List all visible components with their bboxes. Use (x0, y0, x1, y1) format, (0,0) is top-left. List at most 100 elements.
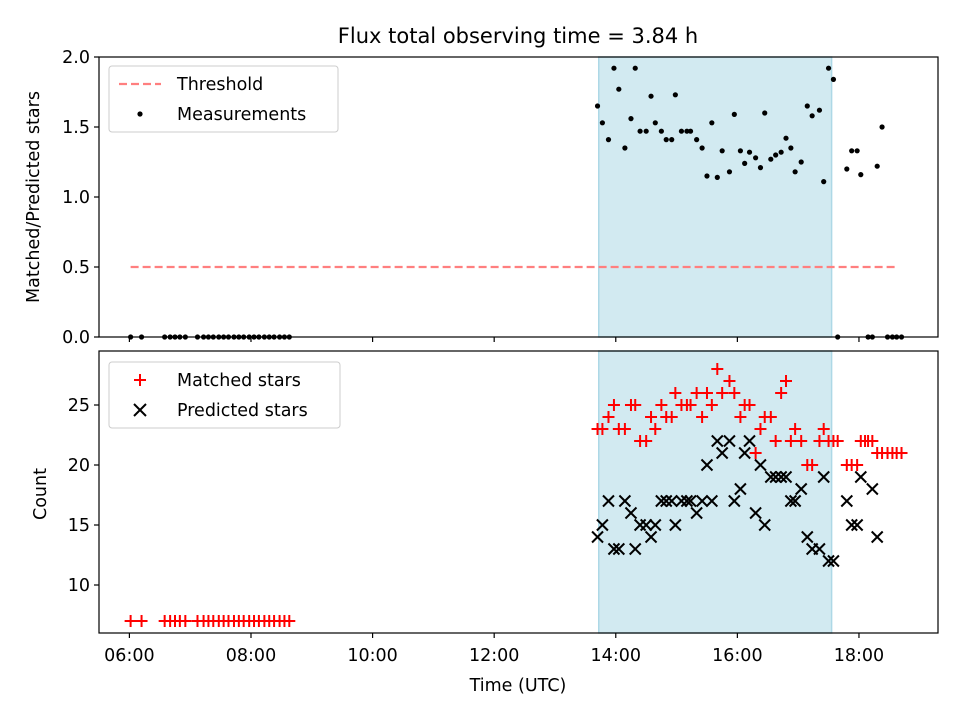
measurement-point (616, 86, 622, 92)
matched-star-point (775, 387, 788, 399)
measurement-point (714, 174, 720, 180)
measurement-point (719, 148, 725, 154)
top-panel: 0.00.51.01.52.0 Matched/Predicted stars … (24, 48, 939, 348)
matched-star-point (690, 387, 703, 399)
matched-star-point (749, 447, 762, 459)
measurement-point (599, 120, 606, 126)
predicted-star-point (711, 434, 724, 448)
matched-star-point (817, 423, 830, 435)
matched-star-point (716, 387, 729, 399)
predicted-star-point (827, 554, 840, 568)
matched-star-point (784, 435, 797, 447)
measurement-point (709, 120, 715, 126)
matched-star-point (705, 399, 718, 411)
matched-star-point (764, 411, 777, 423)
measurement-point (652, 120, 658, 126)
matched-star-point (645, 411, 658, 423)
top-legend-box (108, 65, 339, 133)
measurement-point (762, 110, 768, 116)
predicted-star-point (602, 494, 615, 508)
measurement-point (874, 163, 880, 169)
matched-star-point (700, 387, 713, 399)
top-observing-window-shade (598, 56, 833, 338)
matched-star-point (728, 387, 741, 399)
measurement-point (628, 116, 634, 122)
predicted-star-point (866, 482, 879, 496)
matched-star-point (723, 375, 736, 387)
measurement-point (726, 169, 733, 175)
measurement-point (798, 159, 804, 165)
top-legend: Threshold Measurements (108, 65, 339, 133)
matched-star-point (895, 447, 908, 459)
predicted-star-point (801, 530, 814, 544)
matched-star-point (734, 411, 747, 423)
measurement-point (731, 111, 737, 117)
matched-star-point (684, 399, 697, 411)
matched-star-point (806, 459, 819, 471)
measurement-point (611, 65, 617, 71)
measurement-point (605, 137, 612, 143)
matched-legend-swatch (134, 374, 146, 386)
measurement-point (854, 148, 860, 154)
measurement-point (658, 128, 664, 134)
measurement-point (768, 156, 774, 162)
x-tick-label: 12:00 (469, 646, 519, 666)
measurement-point (594, 103, 601, 109)
matched-star-point (124, 615, 137, 627)
measurement-point (684, 128, 690, 134)
matched-star-point (711, 363, 724, 375)
measurement-point (669, 137, 675, 143)
top-y-tick-label: 0.5 (62, 258, 90, 278)
matched-star-point (655, 399, 668, 411)
predicted-star-point (690, 506, 703, 520)
matched-star-point (283, 615, 296, 627)
predicted-star-point (660, 494, 673, 508)
matched-star-point (607, 399, 620, 411)
bottom-y-tick-label: 10 (68, 576, 90, 596)
measurement-point (746, 149, 753, 155)
predicted-star-point (754, 458, 767, 472)
predicted-star-point (675, 494, 688, 508)
matched-star-point (665, 411, 678, 423)
bottom-y-ticks: 10 15 20 25 (68, 396, 99, 596)
matched-star-point (831, 435, 844, 447)
predicted-star-point (669, 518, 682, 532)
predicted-star-point (591, 530, 604, 544)
predicted-star-point (794, 482, 808, 496)
measurement-point (737, 148, 744, 154)
matched-star-point (866, 435, 879, 447)
predicted-star-point (665, 494, 678, 508)
predicted-star-point (596, 518, 609, 532)
predicted-star-point (705, 494, 719, 508)
bottom-observing-window-shade (598, 350, 833, 634)
measurements-legend-swatch (137, 111, 143, 117)
measurements-legend-label: Measurements (177, 105, 306, 125)
measurement-point (757, 165, 764, 171)
predicted-star-point (784, 494, 798, 508)
predicted-legend-swatch (133, 403, 147, 417)
top-x-ticks (128, 337, 860, 342)
predicted-star-point (779, 470, 793, 484)
measurement-point (783, 135, 789, 141)
x-axis-label: Time (UTC) (469, 676, 567, 696)
predicted-star-point (822, 554, 835, 568)
predicted-star-point (723, 434, 736, 448)
measurement-point (687, 128, 694, 134)
measurement-point (778, 149, 784, 155)
measurement-point (816, 107, 823, 113)
measurement-point (825, 65, 832, 71)
predicted-star-point (845, 518, 858, 532)
measurement-point (699, 145, 705, 151)
matched-star-point (649, 423, 662, 435)
predicted-star-point (758, 518, 771, 532)
measurement-point (879, 124, 885, 130)
matched-star-point (743, 399, 756, 411)
predicted-star-point (788, 494, 802, 508)
predicted-star-point (607, 542, 621, 556)
measurement-point (622, 145, 628, 151)
matched-star-point (669, 387, 682, 399)
matched-star-point (754, 423, 767, 435)
predicted-star-point (644, 530, 658, 544)
predicted-star-point (629, 542, 642, 556)
matched-star-point (135, 615, 148, 627)
